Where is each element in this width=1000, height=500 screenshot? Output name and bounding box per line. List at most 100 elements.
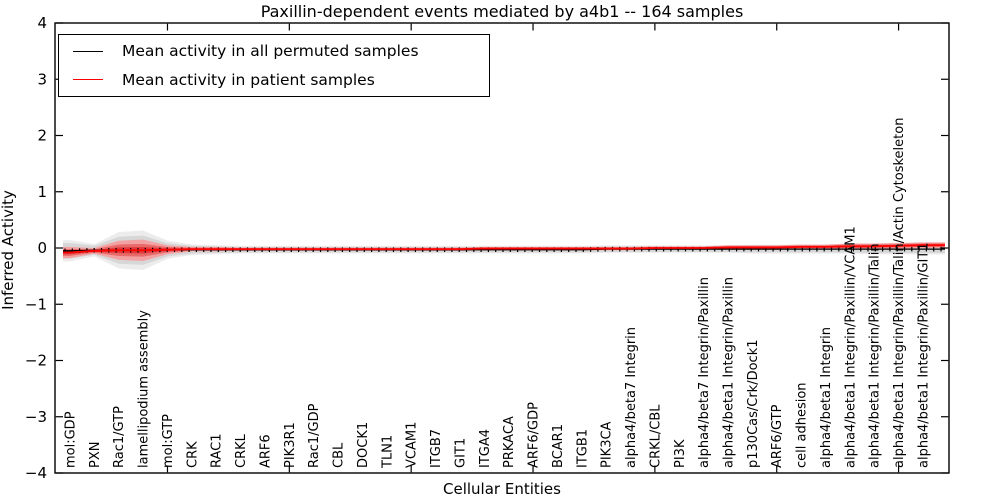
permuted-line-marker: [779, 246, 781, 252]
x-category-label: alpha4/beta1 Integrin/Paxillin/VCAM1: [843, 226, 858, 468]
x-category-label: VCAM1: [405, 422, 420, 468]
y-tick-label: 4: [37, 14, 47, 32]
patient-mean-line: [63, 244, 945, 254]
x-category-label: DOCK1: [356, 422, 371, 468]
permuted-line-marker: [830, 246, 833, 252]
permuted-line-marker: [64, 248, 66, 254]
x-category-label: PRKACA: [502, 416, 517, 468]
x-category-label: RAC1: [210, 433, 225, 468]
x-category-label: cell adhesion: [795, 382, 810, 468]
x-category-label: CRKL: [234, 433, 249, 468]
x-category-label: alpha4/beta1 Integrin/Paxillin: [721, 277, 736, 468]
permuted-line-marker: [670, 246, 672, 252]
x-category-label: PIK3CA: [600, 421, 615, 468]
x-category-label: mol:GTP: [161, 414, 176, 468]
permuted-line-marker: [480, 247, 482, 252]
permuted-line-marker: [487, 247, 489, 252]
x-category-label: ARF6/GTP: [770, 404, 785, 468]
x-category-label: ITGB7: [429, 429, 444, 468]
permuted-line-marker: [553, 247, 555, 252]
permuted-line-marker: [867, 246, 869, 252]
permuted-line-marker: [903, 246, 906, 252]
x-category-label: alpha4/beta1 Integrin/Paxillin/Talin/Act…: [892, 118, 907, 468]
permuted-line-marker: [772, 246, 774, 252]
x-category-label: PXN: [88, 442, 103, 468]
y-tick-label: 2: [37, 127, 47, 145]
permuted-line-marker: [794, 246, 796, 252]
x-category-label: Rac1/GTP: [112, 406, 127, 468]
permuted-line-marker: [663, 246, 665, 252]
permuted-line-marker: [911, 246, 913, 252]
x-category-label: alpha4/beta1 Integrin: [819, 327, 834, 468]
legend-label-patient: Mean activity in patient samples: [122, 70, 375, 89]
x-category-label: PI3K: [673, 439, 688, 468]
permuted-line-marker: [71, 248, 73, 254]
x-category-label: alpha4/beta1 Integrin/Paxillin/Talin: [868, 243, 883, 468]
permuted-line-marker: [575, 247, 577, 252]
chart-title: Paxillin-dependent events mediated by a4…: [260, 2, 744, 21]
permuted-line-marker: [648, 246, 650, 252]
x-category-label: Rac1/GDP: [307, 403, 322, 468]
y-tick-label: −3: [25, 408, 47, 426]
permuted-line-marker: [765, 246, 767, 252]
y-tick-label: −1: [25, 295, 47, 313]
permuted-line-marker: [816, 246, 818, 252]
y-tick-label: −2: [25, 352, 47, 370]
x-category-label: ARF6: [258, 434, 273, 468]
permuted-line-marker: [801, 246, 803, 252]
plot-frame: [54, 22, 950, 474]
legend-item-permuted: Mean activity in all permuted samples: [59, 39, 489, 63]
permuted-line-marker: [677, 246, 679, 252]
permuted-line-marker: [896, 246, 898, 252]
permuted-line-marker: [743, 246, 745, 252]
x-category-label: mol:GDP: [64, 411, 79, 468]
permuted-line-marker: [590, 247, 592, 252]
x-category-label: PIK3R1: [283, 422, 298, 468]
permuted-line-marker: [940, 246, 942, 252]
permuted-line-marker: [692, 246, 694, 252]
x-category-label: CBL: [332, 442, 347, 468]
patient-line-swatch: [73, 79, 103, 81]
x-category-label: alpha4/beta7 Integrin/Paxillin: [697, 277, 712, 468]
permuted-line-marker: [721, 246, 723, 252]
x-category-label: alpha4/beta7 Integrin: [624, 327, 639, 468]
permuted-line-marker: [852, 246, 854, 252]
x-category-label: ITGA4: [478, 429, 493, 468]
permuted-line-marker: [568, 247, 570, 252]
permuted-line-marker: [728, 246, 730, 252]
y-tick-label: 0: [37, 239, 47, 257]
x-category-label: GIT1: [453, 438, 468, 468]
legend-label-permuted: Mean activity in all permuted samples: [122, 42, 419, 61]
permuted-line-marker: [736, 246, 738, 252]
permuted-line-swatch: [73, 50, 103, 52]
permuted-line-marker: [706, 246, 708, 252]
permuted-line-marker: [809, 246, 811, 252]
permuted-line-marker: [882, 246, 884, 252]
permuted-line-marker: [757, 246, 760, 252]
y-tick-label: 1: [37, 183, 47, 201]
permuted-line-marker: [860, 246, 862, 252]
x-category-label: ITGB1: [575, 429, 590, 468]
x-category-label: BCAR1: [551, 424, 566, 468]
y-tick-label: 3: [37, 70, 47, 88]
x-category-label: lamellipodium assembly: [137, 310, 152, 468]
permuted-line-marker: [714, 246, 716, 252]
permuted-line-marker: [560, 247, 562, 252]
y-tick-label: −4: [25, 464, 47, 482]
permuted-line-marker: [699, 246, 701, 252]
x-category-label: ARF6/GDP: [527, 402, 542, 468]
permuted-line-marker: [538, 247, 541, 252]
permuted-line-marker: [86, 248, 88, 253]
permuted-line-marker: [524, 247, 526, 252]
permuted-line-marker: [925, 246, 927, 252]
x-category-label: p130Cas/Crk/Dock1: [746, 339, 761, 468]
legend-item-patient: Mean activity in patient samples: [59, 68, 489, 92]
x-axis-label: Cellular Entities: [443, 480, 561, 498]
permuted-line-marker: [546, 247, 548, 252]
legend: Mean activity in all permuted samples Me…: [58, 34, 490, 97]
x-category-label: TLN1: [380, 435, 395, 469]
permuted-line-marker: [823, 246, 825, 252]
permuted-line-marker: [79, 248, 81, 253]
